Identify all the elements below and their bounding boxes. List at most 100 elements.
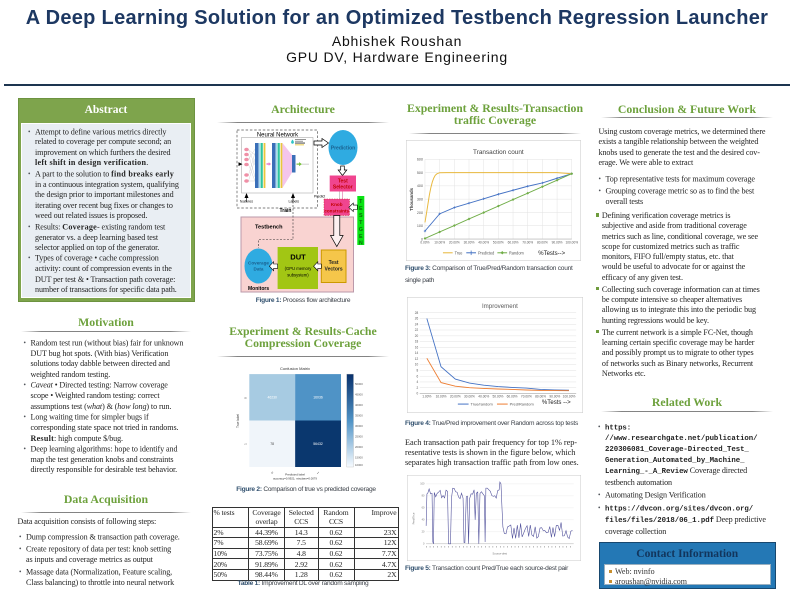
svg-text:26: 26 — [415, 317, 419, 321]
svg-text:Train: Train — [280, 208, 292, 214]
svg-text:10.00%: 10.00% — [434, 240, 445, 244]
svg-text:30000: 30000 — [355, 424, 363, 428]
svg-text:60: 60 — [422, 507, 425, 510]
svg-text:400: 400 — [417, 184, 423, 188]
svg-text:30.00%: 30.00% — [464, 395, 475, 399]
svg-text:20.00%: 20.00% — [449, 240, 460, 244]
svg-text:0: 0 — [244, 397, 248, 399]
svg-text:300: 300 — [417, 197, 423, 201]
svg-text:E: E — [359, 206, 363, 212]
svg-text:40000: 40000 — [355, 403, 363, 407]
svg-text:56432: 56432 — [313, 442, 323, 446]
svg-text:Predict: Predict — [314, 195, 325, 199]
svg-text:2: 2 — [417, 386, 419, 390]
svg-text:18: 18 — [415, 340, 419, 344]
svg-text:features: features — [240, 200, 253, 204]
svg-text:Knob: Knob — [331, 202, 343, 207]
svg-text:0: 0 — [417, 392, 419, 396]
svg-text:True label: True label — [236, 414, 240, 428]
svg-text:0: 0 — [423, 543, 425, 546]
svg-text:Pred/True: Pred/True — [412, 512, 416, 524]
svg-text:50.00%: 50.00% — [493, 240, 504, 244]
svg-text:20: 20 — [422, 531, 425, 534]
svg-text:T: T — [359, 199, 363, 205]
svg-text:Test: Test — [329, 260, 339, 266]
svg-text:500: 500 — [417, 171, 423, 175]
svg-text:Transaction count: Transaction count — [473, 149, 524, 156]
svg-text:25000: 25000 — [355, 435, 363, 439]
svg-text:10.00%: 10.00% — [436, 395, 447, 399]
svg-text:accuracy=0.9921; misclass=0.00: accuracy=0.9921; misclass=0.0079 — [273, 477, 317, 481]
svg-text:Testbench: Testbench — [255, 225, 283, 231]
svg-text:100: 100 — [420, 483, 425, 486]
svg-text:Neural Network: Neural Network — [257, 133, 299, 139]
svg-text:Predicted label: Predicted label — [285, 473, 305, 477]
svg-text:80: 80 — [422, 495, 425, 498]
svg-text:Confusion Matrix: Confusion Matrix — [280, 366, 310, 371]
svg-text:90.00%: 90.00% — [552, 240, 563, 244]
svg-text:Selector: Selector — [333, 185, 353, 191]
svg-text:28: 28 — [415, 311, 419, 315]
svg-text:8: 8 — [417, 368, 419, 372]
svg-text:1.00%: 1.00% — [422, 395, 431, 399]
svg-text:Monitors: Monitors — [248, 286, 269, 292]
svg-text:30.00%: 30.00% — [464, 240, 475, 244]
svg-text:20: 20 — [415, 334, 419, 338]
svg-text:Vectors: Vectors — [325, 267, 343, 273]
svg-text:E: E — [359, 234, 363, 240]
svg-text:14: 14 — [415, 351, 419, 355]
svg-text:constraints: constraints — [324, 209, 349, 214]
svg-text:20.00%: 20.00% — [450, 395, 461, 399]
svg-text:22: 22 — [415, 328, 419, 332]
svg-text:45000: 45000 — [355, 393, 363, 397]
svg-text:G: G — [359, 227, 363, 233]
svg-text:0: 0 — [421, 237, 423, 241]
svg-text:70.00%: 70.00% — [522, 240, 533, 244]
svg-text:80.00%: 80.00% — [535, 395, 546, 399]
svg-text:35000: 35000 — [355, 414, 363, 418]
svg-text:Data: Data — [254, 267, 264, 272]
svg-text:20000: 20000 — [355, 445, 363, 449]
svg-text:1: 1 — [316, 471, 320, 475]
svg-text:40: 40 — [422, 519, 425, 522]
svg-text:(GPU memory: (GPU memory — [285, 266, 313, 271]
svg-text:0: 0 — [270, 471, 274, 475]
svg-text:50.00%: 50.00% — [492, 395, 503, 399]
svg-text:S: S — [359, 213, 363, 219]
svg-text:4: 4 — [417, 380, 419, 384]
svg-text:Coverage: Coverage — [248, 261, 269, 266]
svg-text:78: 78 — [270, 442, 274, 446]
svg-text:subsystem): subsystem) — [287, 273, 309, 278]
svg-text:16: 16 — [415, 345, 419, 349]
svg-text:T: T — [359, 220, 363, 226]
svg-text:True/random: True/random — [471, 402, 494, 407]
svg-text:Improvement: Improvement — [482, 303, 518, 310]
svg-text:Test: Test — [338, 179, 348, 185]
svg-text:True: True — [455, 250, 464, 255]
svg-text:1: 1 — [244, 443, 248, 445]
svg-text:DUT: DUT — [290, 253, 306, 262]
svg-text:46230: 46230 — [267, 396, 277, 400]
svg-text:%Tests -->: %Tests --> — [542, 399, 571, 406]
svg-text:0.00%: 0.00% — [420, 240, 429, 244]
svg-text:100.00%: 100.00% — [563, 395, 576, 399]
svg-text:N: N — [359, 241, 363, 247]
svg-text:70.00%: 70.00% — [521, 395, 532, 399]
svg-text:10: 10 — [415, 363, 419, 367]
svg-text:Prediction: Prediction — [331, 146, 355, 152]
svg-text:Pred/Random: Pred/Random — [510, 402, 535, 407]
svg-text:60.00%: 60.00% — [507, 395, 518, 399]
svg-text:12: 12 — [415, 357, 419, 361]
svg-text:6: 6 — [417, 374, 419, 378]
svg-text:Predicted: Predicted — [478, 250, 494, 255]
svg-text:10000: 10000 — [355, 463, 363, 467]
svg-text:200: 200 — [417, 211, 423, 215]
svg-text:80.00%: 80.00% — [537, 240, 548, 244]
svg-text:100.00%: 100.00% — [565, 240, 578, 244]
svg-text:40.00%: 40.00% — [478, 395, 489, 399]
svg-text:Random: Random — [509, 250, 524, 255]
svg-text:60.00%: 60.00% — [508, 240, 519, 244]
svg-text:50000: 50000 — [355, 382, 363, 386]
svg-text:600: 600 — [417, 158, 423, 162]
svg-text:16036: 16036 — [313, 396, 323, 400]
